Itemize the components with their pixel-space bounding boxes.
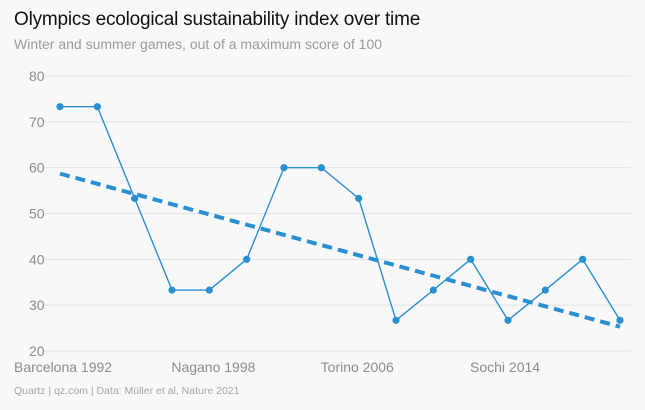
- trend-line-segment: [59, 171, 621, 329]
- trend-line: [59, 171, 621, 329]
- y-tick-label-30: 30: [29, 297, 45, 313]
- x-tick-label: Torino 2006: [321, 359, 394, 375]
- data-point: [392, 316, 400, 324]
- source-note: Quartz | qz.com | Data: Müller et al, Na…: [14, 385, 240, 397]
- data-point: [317, 164, 325, 172]
- data-point: [243, 255, 251, 263]
- data-point: [579, 255, 587, 263]
- y-tick-label-20: 20: [29, 343, 45, 359]
- chart-subtitle: Winter and summer games, out of a maximu…: [14, 36, 383, 52]
- data-point: [280, 164, 288, 172]
- data-point: [429, 286, 437, 294]
- data-point: [131, 194, 139, 202]
- data-point: [541, 286, 549, 294]
- data-point: [616, 316, 624, 324]
- gridlines: [44, 75, 631, 352]
- data-point: [93, 103, 101, 111]
- data-point: [168, 286, 176, 294]
- y-tick-label-80: 80: [29, 68, 45, 84]
- y-tick-label-60: 60: [29, 160, 45, 176]
- y-axis-ticks: 20 30 40 50 60 70 80: [29, 68, 45, 359]
- data-point: [467, 255, 475, 263]
- x-tick-label: Barcelona 1992: [14, 359, 112, 375]
- chart-title: Olympics ecological sustainability index…: [14, 9, 421, 30]
- data-point: [355, 194, 363, 202]
- x-tick-label: Sochi 2014: [470, 359, 540, 375]
- x-axis-ticks: Barcelona 1992 Nagano 1998 Torino 2006 Soch…: [14, 359, 540, 375]
- data-point: [205, 286, 213, 294]
- y-tick-label-70: 70: [29, 114, 45, 130]
- data-points: [56, 103, 624, 324]
- data-point: [56, 103, 64, 111]
- series-line: [60, 106, 621, 321]
- y-tick-label-50: 50: [29, 206, 45, 222]
- x-tick-label: Nagano 1998: [171, 359, 255, 375]
- y-tick-label-40: 40: [29, 251, 45, 267]
- data-point: [504, 316, 512, 324]
- series-polyline: [60, 106, 621, 321]
